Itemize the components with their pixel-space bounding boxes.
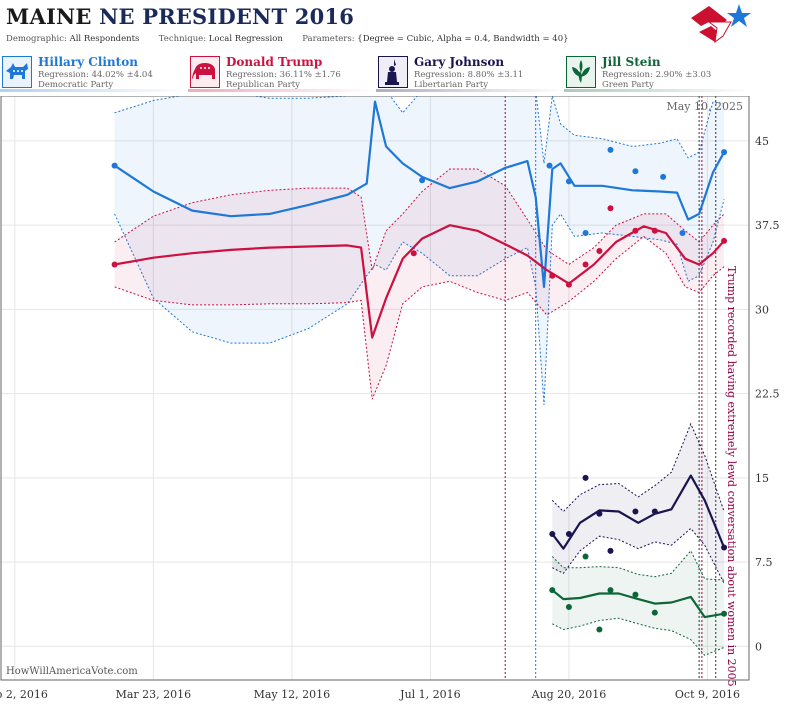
poll-point-jill-stein xyxy=(652,610,658,616)
y-tick-label: 7.5 xyxy=(755,556,773,569)
y-tick-label: 22.5 xyxy=(755,388,780,401)
poll-point-gary-johnson xyxy=(566,531,572,537)
site-logo-icon[interactable] xyxy=(687,2,751,48)
candidate-regression: Regression: 2.90% ±3.03 xyxy=(602,70,711,80)
x-tick-label: Oct 9, 2016 xyxy=(675,688,740,701)
title-state: MAINE xyxy=(6,4,92,29)
candidate-name: Donald Trump xyxy=(226,55,322,69)
y-axis-ticks: 45 37.5 30 22.5 15 7.5 0 xyxy=(755,135,780,653)
poll-point-gary-johnson xyxy=(583,475,589,481)
watermark[interactable]: HowWillAmericaVote.com xyxy=(6,666,138,677)
candidate-name: Jill Stein xyxy=(602,55,661,69)
parameters-label: Parameters: xyxy=(302,34,354,44)
poll-point-hillary-clinton xyxy=(632,168,638,174)
elephant-icon xyxy=(190,56,220,88)
poll-point-donald-trump xyxy=(596,248,602,254)
demographic-label: Demographic: xyxy=(6,34,67,44)
chart-parameters: Demographic: All Respondents Technique: … xyxy=(6,34,569,44)
event-annotation: Trump recorded having extremely lewd con… xyxy=(725,266,738,687)
x-tick-label: Mar 23, 2016 xyxy=(116,688,192,701)
x-tick-label: May 12, 2016 xyxy=(254,688,331,701)
poll-point-donald-trump xyxy=(583,261,589,267)
x-axis-ticks: Feb 2, 2016 Mar 23, 2016 May 12, 2016 Jul 1… xyxy=(0,688,740,701)
poll-point-donald-trump xyxy=(632,228,638,234)
candidate-name: Gary Johnson xyxy=(414,55,504,69)
poll-point-donald-trump xyxy=(607,205,613,211)
x-tick-label: Jul 1, 2016 xyxy=(399,688,461,701)
candidate-name: Hillary Clinton xyxy=(38,55,138,69)
y-tick-label: 15 xyxy=(755,472,769,485)
regression-chart: 45 37.5 30 22.5 15 7.5 0 Feb 2, 2016 Mar 23, 20… xyxy=(0,96,789,704)
poll-point-donald-trump xyxy=(411,250,417,256)
poll-point-hillary-clinton xyxy=(583,230,589,236)
x-tick-label: Aug 20, 2016 xyxy=(531,688,607,701)
legend-item-johnson[interactable]: Gary Johnson Regression: 8.80% ±3.11 Lib… xyxy=(376,54,564,92)
poll-point-jill-stein xyxy=(583,553,589,559)
poll-point-gary-johnson xyxy=(596,511,602,517)
poll-point-jill-stein xyxy=(596,626,602,632)
legend-accent xyxy=(564,89,752,92)
x-tick-label: Feb 2, 2016 xyxy=(0,688,48,701)
legend-item-trump[interactable]: Donald Trump Regression: 36.11% ±1.76 Re… xyxy=(188,54,376,92)
poll-point-hillary-clinton xyxy=(112,163,118,169)
poll-point-hillary-clinton xyxy=(547,163,553,169)
legend-accent xyxy=(188,89,376,92)
technique-label: Technique: xyxy=(159,34,206,44)
parameters-value: {Degree = Cubic, Alpha = 0.4, Bandwidth … xyxy=(357,34,568,44)
poll-point-donald-trump xyxy=(721,238,727,244)
poll-point-hillary-clinton xyxy=(680,230,686,236)
poll-point-gary-johnson xyxy=(632,509,638,515)
poll-point-hillary-clinton xyxy=(607,147,613,153)
poll-point-gary-johnson xyxy=(549,531,555,537)
candidate-regression: Regression: 36.11% ±1.76 xyxy=(226,70,341,80)
technique-value: Local Regression xyxy=(209,34,283,44)
chart-title: MAINE NE PRESIDENT 2016 xyxy=(6,4,354,29)
candidate-legend: Hillary Clinton Regression: 44.02% ±4.04… xyxy=(0,54,789,92)
leaf-icon xyxy=(566,56,596,88)
demographic-value: All Respondents xyxy=(70,34,140,44)
legend-accent xyxy=(0,89,188,92)
poll-point-gary-johnson xyxy=(607,548,613,554)
y-tick-label: 0 xyxy=(755,640,762,653)
poll-point-donald-trump xyxy=(652,228,658,234)
band-gary-johnson xyxy=(552,424,724,584)
poll-point-hillary-clinton xyxy=(660,174,666,180)
y-tick-label: 30 xyxy=(755,303,769,316)
legend-accent xyxy=(376,89,564,92)
legend-item-clinton[interactable]: Hillary Clinton Regression: 44.02% ±4.04… xyxy=(0,54,188,92)
poll-point-gary-johnson xyxy=(652,509,658,515)
poll-point-hillary-clinton xyxy=(721,149,727,155)
poll-point-hillary-clinton xyxy=(566,178,572,184)
y-tick-label: 45 xyxy=(755,135,769,148)
title-race: NE PRESIDENT 2016 xyxy=(99,4,354,29)
poll-point-donald-trump xyxy=(549,273,555,279)
poll-point-donald-trump xyxy=(566,282,572,288)
donkey-icon xyxy=(2,56,32,88)
poll-point-jill-stein xyxy=(566,604,572,610)
candidate-regression: Regression: 8.80% ±3.11 xyxy=(414,70,523,80)
poll-point-donald-trump xyxy=(112,261,118,267)
liberty-icon xyxy=(378,56,408,88)
poll-point-jill-stein xyxy=(607,587,613,593)
chart-header: MAINE NE PRESIDENT 2016 Demographic: All… xyxy=(0,0,789,52)
candidate-regression: Regression: 44.02% ±4.04 xyxy=(38,70,153,80)
y-tick-label: 37.5 xyxy=(755,219,780,232)
poll-point-jill-stein xyxy=(632,592,638,598)
date-stamp: May 10, 2025 xyxy=(666,100,743,113)
legend-item-stein[interactable]: Jill Stein Regression: 2.90% ±3.03 Green… xyxy=(564,54,752,92)
poll-point-jill-stein xyxy=(549,587,555,593)
poll-point-hillary-clinton xyxy=(419,177,425,183)
